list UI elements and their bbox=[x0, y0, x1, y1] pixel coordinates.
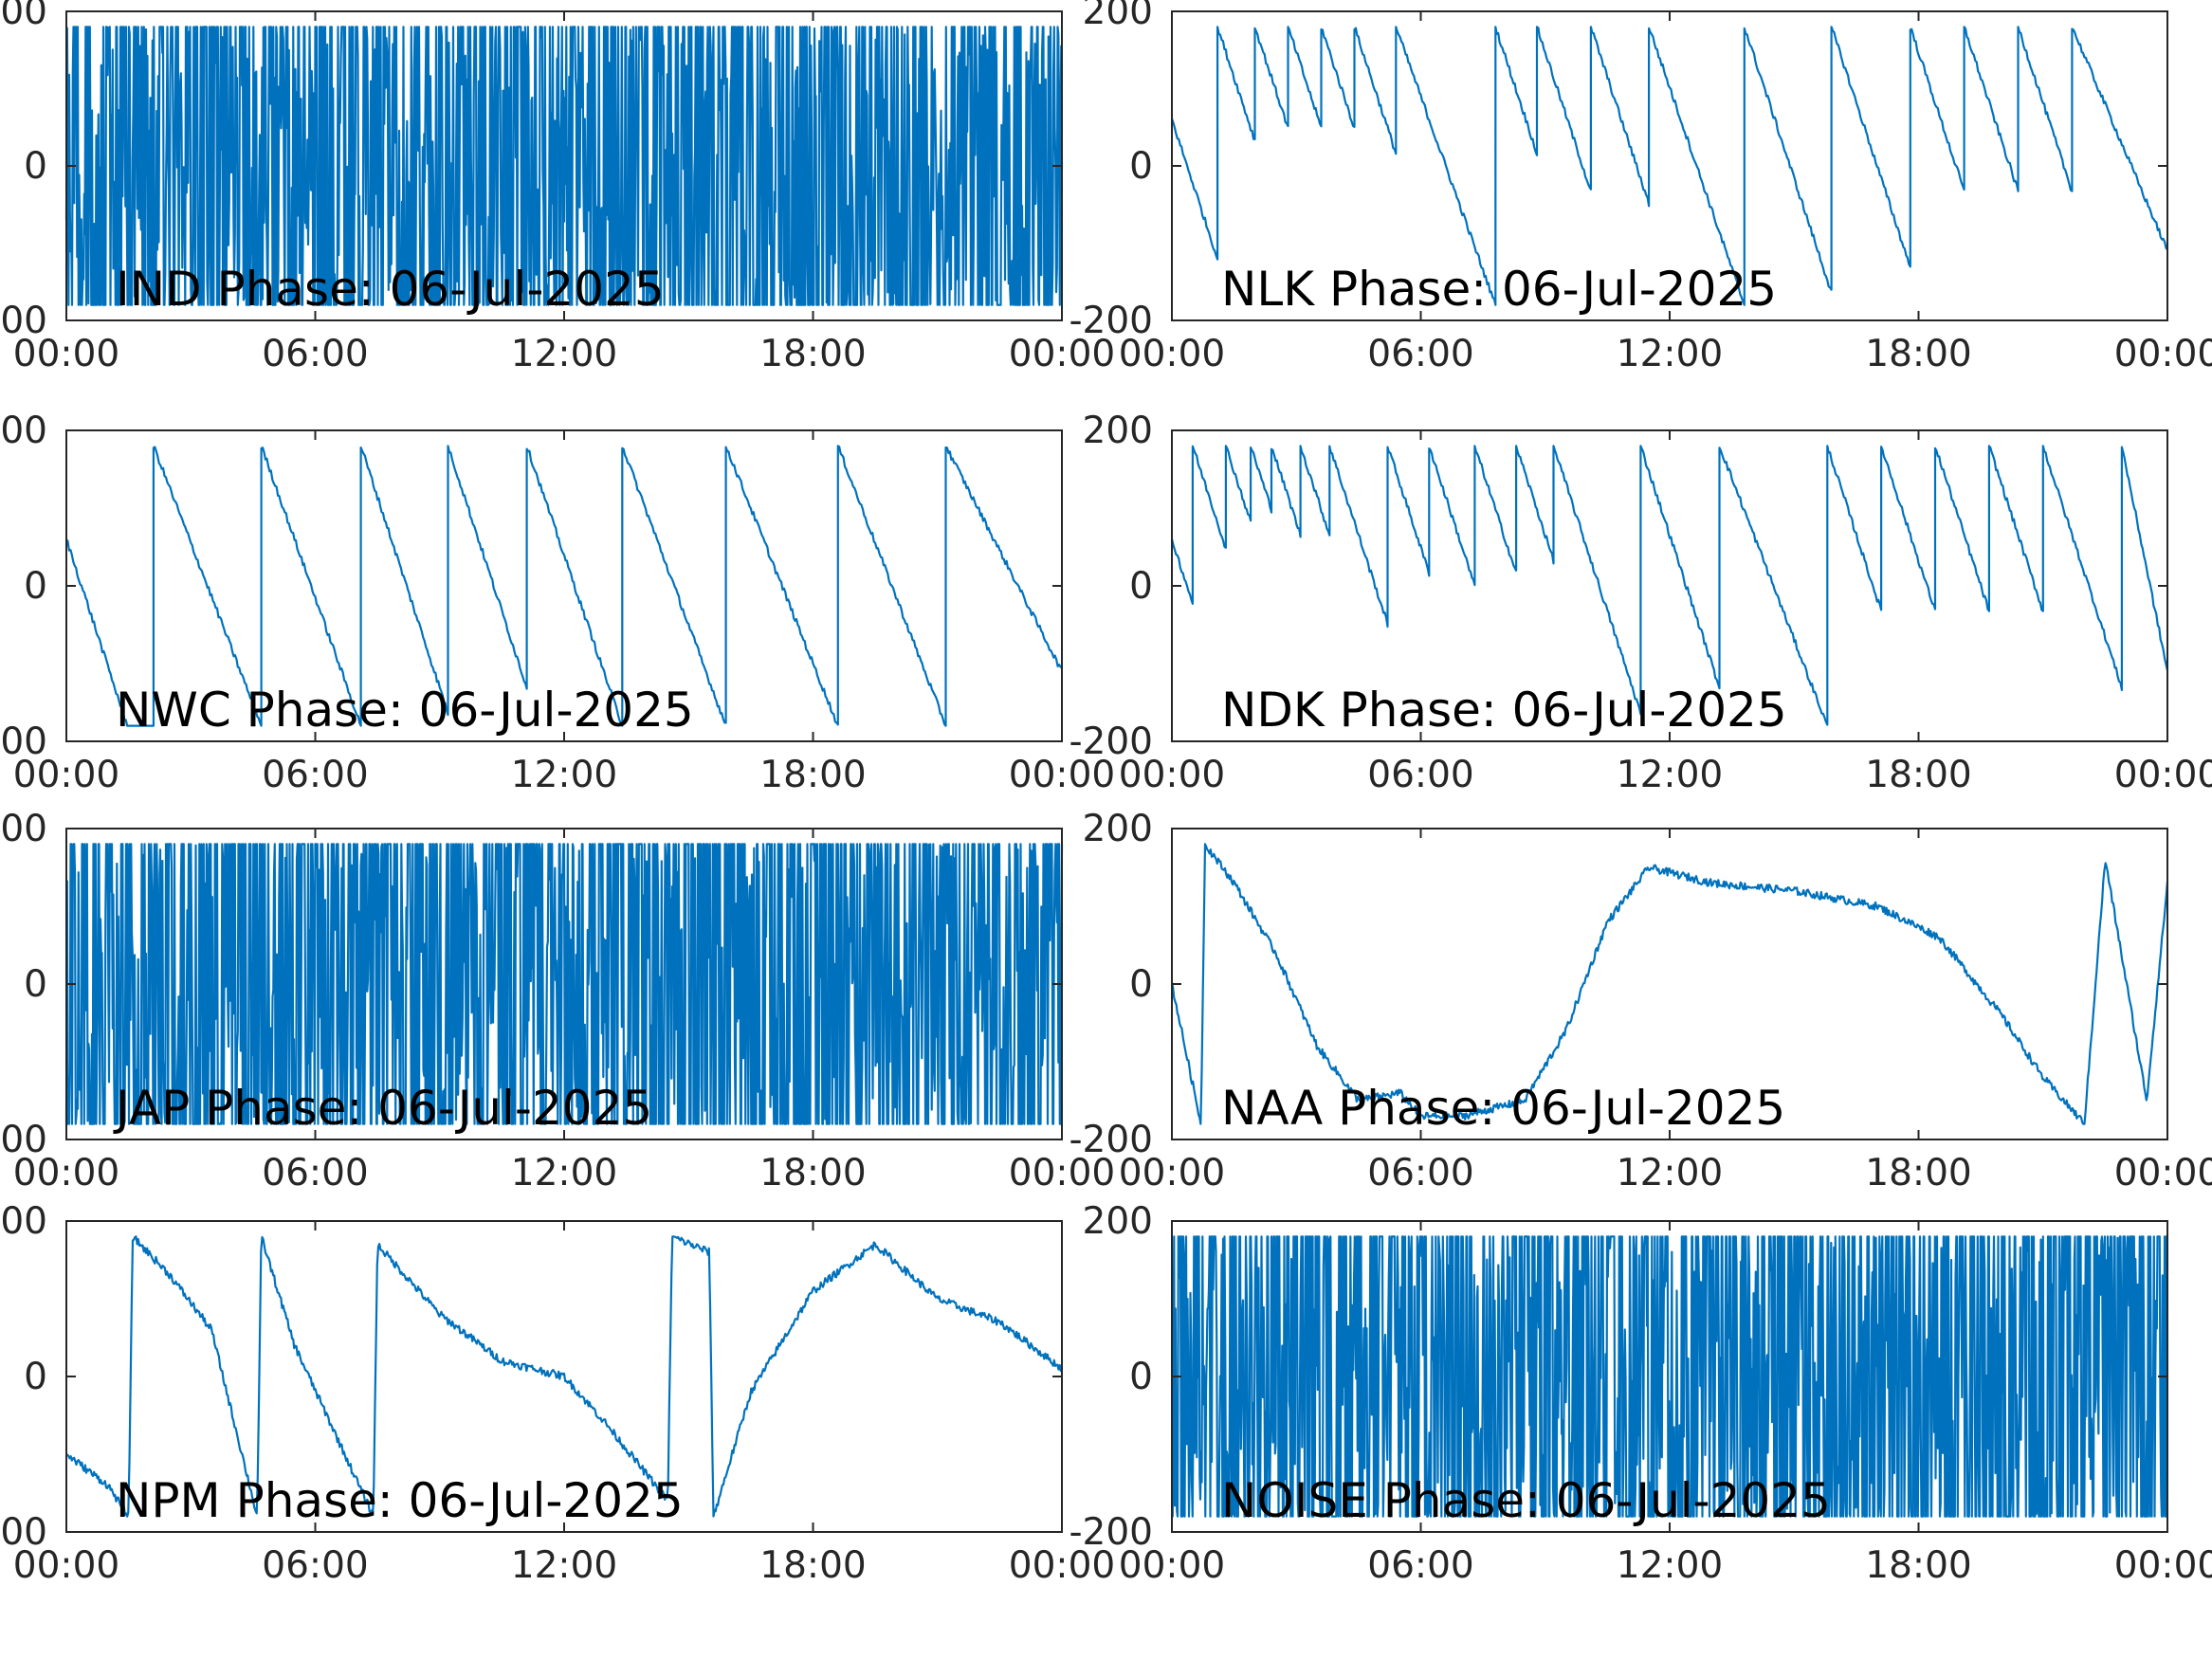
x-tick-label: 06:00 bbox=[262, 1544, 368, 1587]
y-tick-label: 0 bbox=[24, 963, 47, 1006]
x-tick-label: 00:00 bbox=[1119, 333, 1225, 375]
x-tick-label: 12:00 bbox=[511, 333, 617, 375]
x-tick-label: 06:00 bbox=[1367, 333, 1473, 375]
y-tick-label: -200 bbox=[1069, 1511, 1153, 1554]
y-tick-label: -200 bbox=[0, 300, 47, 342]
phase-series-line bbox=[1170, 843, 2169, 1125]
x-tick-label: 18:00 bbox=[759, 1152, 866, 1194]
panel-title: NAA Phase: 06-Jul-2025 bbox=[1221, 1081, 1785, 1136]
x-tick-label: 18:00 bbox=[759, 333, 866, 375]
y-tick-label: 0 bbox=[24, 1356, 47, 1398]
x-tick-label: 00:00 bbox=[13, 1152, 119, 1194]
y-tick-label: 0 bbox=[1129, 145, 1153, 188]
x-tick-label: 12:00 bbox=[1617, 754, 1723, 796]
y-tick-label: 200 bbox=[0, 410, 47, 452]
y-tick-label: 200 bbox=[0, 808, 47, 850]
y-tick-label: 0 bbox=[1129, 1356, 1153, 1398]
y-tick-label: -200 bbox=[0, 1119, 47, 1161]
x-tick-label: 18:00 bbox=[1865, 1152, 1971, 1194]
x-tick-label: 12:00 bbox=[1617, 1544, 1723, 1587]
panel-title: IND Phase: 06-Jul-2025 bbox=[116, 262, 665, 317]
x-tick-label: 00:00 bbox=[2114, 333, 2212, 375]
phase-series-line bbox=[1170, 445, 2169, 726]
panel-title: NLK Phase: 06-Jul-2025 bbox=[1221, 262, 1777, 317]
x-tick-label: 00:00 bbox=[1119, 1544, 1225, 1587]
x-tick-label: 18:00 bbox=[759, 1544, 866, 1587]
x-tick-label: 00:00 bbox=[2114, 1152, 2212, 1194]
x-tick-label: 12:00 bbox=[1617, 1152, 1723, 1194]
panel-title: NDK Phase: 06-Jul-2025 bbox=[1221, 683, 1787, 738]
y-tick-label: -200 bbox=[1069, 1119, 1153, 1161]
x-tick-label: 06:00 bbox=[262, 333, 368, 375]
x-tick-label: 00:00 bbox=[2114, 754, 2212, 796]
phase-series-line bbox=[65, 445, 1063, 727]
x-tick-label: 18:00 bbox=[1865, 1544, 1971, 1587]
panel-title: JAP Phase: 06-Jul-2025 bbox=[113, 1081, 652, 1136]
x-tick-label: 00:00 bbox=[13, 333, 119, 375]
phase-series-line bbox=[64, 843, 1064, 1125]
x-tick-label: 18:00 bbox=[759, 754, 866, 796]
x-tick-label: 12:00 bbox=[1617, 333, 1723, 375]
x-tick-label: 00:00 bbox=[1009, 333, 1115, 375]
x-tick-label: 12:00 bbox=[511, 1544, 617, 1587]
y-tick-label: 0 bbox=[1129, 565, 1153, 608]
y-tick-label: -200 bbox=[1069, 720, 1153, 763]
phase-series-line bbox=[1170, 1235, 2168, 1518]
y-tick-label: 200 bbox=[1083, 0, 1153, 33]
y-tick-label: -200 bbox=[0, 720, 47, 763]
y-tick-label: 0 bbox=[24, 145, 47, 188]
x-tick-label: 06:00 bbox=[1367, 1544, 1473, 1587]
y-tick-label: 200 bbox=[1083, 808, 1153, 850]
panel-title: NWC Phase: 06-Jul-2025 bbox=[116, 683, 694, 738]
x-tick-label: 00:00 bbox=[13, 754, 119, 796]
phase-series-line bbox=[1170, 26, 2168, 306]
x-tick-label: 06:00 bbox=[1367, 754, 1473, 796]
x-tick-label: 18:00 bbox=[1865, 754, 1971, 796]
y-tick-label: -200 bbox=[0, 1511, 47, 1554]
phase-series-line bbox=[65, 1235, 1064, 1518]
x-tick-label: 06:00 bbox=[1367, 1152, 1473, 1194]
panel-title: NPM Phase: 06-Jul-2025 bbox=[116, 1473, 684, 1528]
y-tick-label: 200 bbox=[1083, 410, 1153, 452]
x-tick-label: 00:00 bbox=[1009, 754, 1115, 796]
x-tick-label: 00:00 bbox=[13, 1544, 119, 1587]
phase-series-line bbox=[64, 26, 1064, 306]
y-tick-label: 200 bbox=[1083, 1200, 1153, 1243]
x-tick-label: 00:00 bbox=[1009, 1152, 1115, 1194]
y-tick-label: 200 bbox=[0, 0, 47, 33]
x-tick-label: 00:00 bbox=[1119, 1152, 1225, 1194]
x-tick-label: 12:00 bbox=[511, 754, 617, 796]
x-tick-label: 00:00 bbox=[1009, 1544, 1115, 1587]
y-tick-label: 0 bbox=[24, 565, 47, 608]
x-tick-label: 06:00 bbox=[262, 754, 368, 796]
x-tick-label: 00:00 bbox=[2114, 1544, 2212, 1587]
x-tick-label: 06:00 bbox=[262, 1152, 368, 1194]
y-tick-label: 200 bbox=[0, 1200, 47, 1243]
panel-title: NOISE Phase: 06-Jul-2025 bbox=[1221, 1473, 1831, 1528]
x-tick-label: 00:00 bbox=[1119, 754, 1225, 796]
x-tick-label: 18:00 bbox=[1865, 333, 1971, 375]
y-tick-label: 0 bbox=[1129, 963, 1153, 1006]
y-tick-label: -200 bbox=[1069, 300, 1153, 342]
x-tick-label: 12:00 bbox=[511, 1152, 617, 1194]
